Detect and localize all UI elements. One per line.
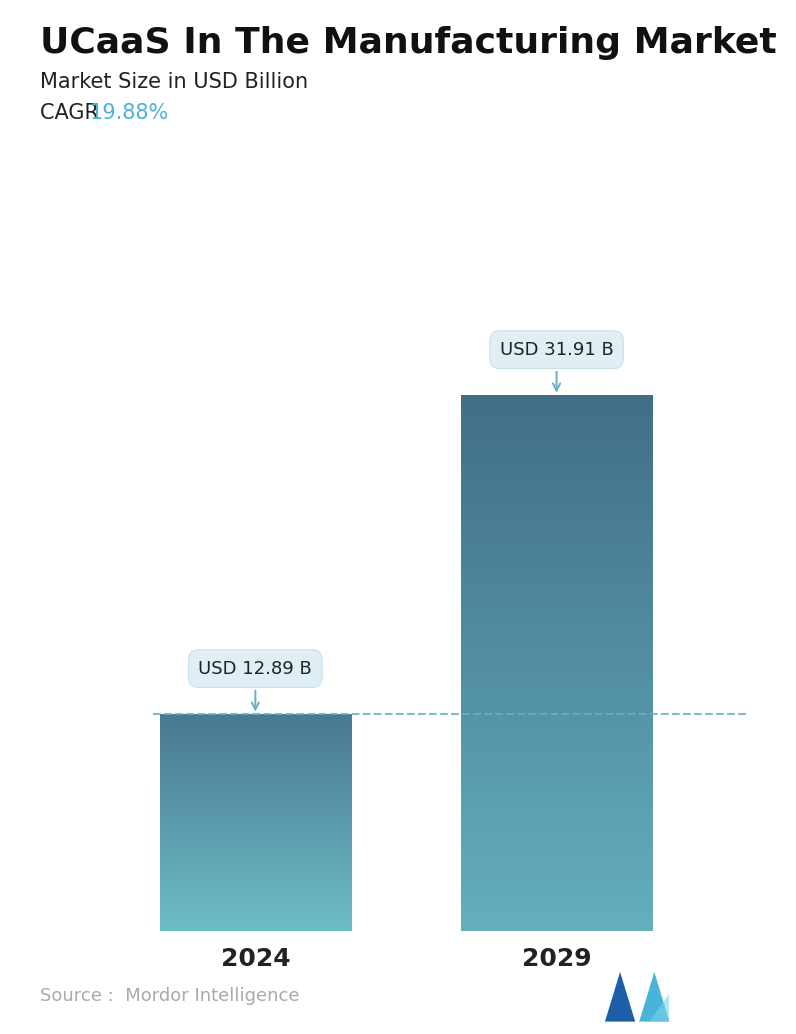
Text: Market Size in USD Billion: Market Size in USD Billion [40,72,308,92]
Text: USD 31.91 B: USD 31.91 B [500,340,614,391]
Text: USD 12.89 B: USD 12.89 B [198,660,312,709]
Text: Source :  Mordor Intelligence: Source : Mordor Intelligence [40,987,299,1005]
Polygon shape [639,972,669,1022]
Text: UCaaS In The Manufacturing Market: UCaaS In The Manufacturing Market [40,26,777,60]
Polygon shape [649,995,669,1022]
Text: 19.88%: 19.88% [90,103,170,123]
Text: CAGR: CAGR [40,103,105,123]
Polygon shape [605,972,635,1022]
